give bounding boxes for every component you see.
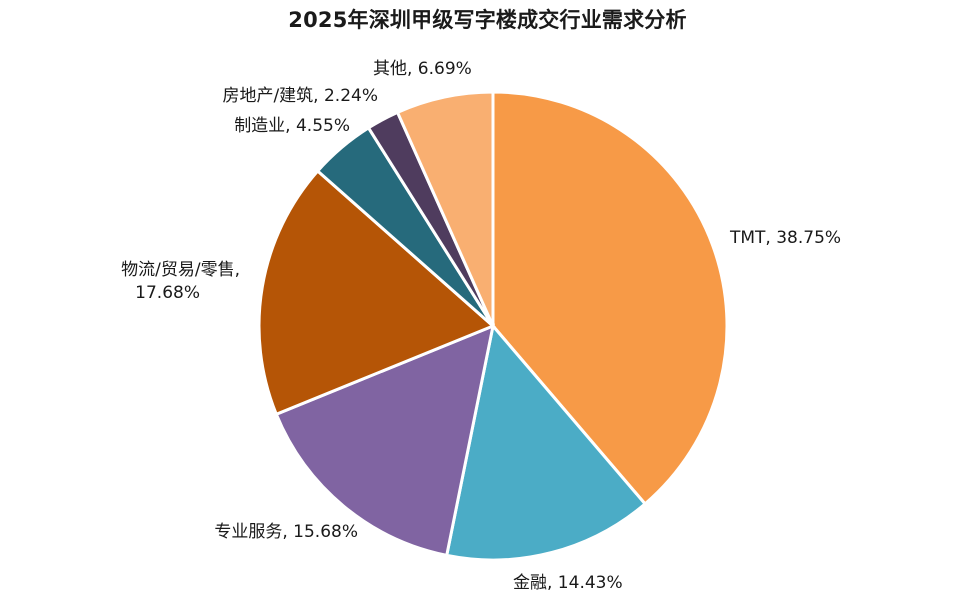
data-label-0: TMT, 38.75% [729, 228, 841, 248]
data-label-line: 17.68% [135, 283, 200, 303]
data-label-line: 其他, 6.69% [373, 59, 472, 79]
pie-slice-1 [444, 322, 648, 562]
data-label-line: 物流/贸易/零售, [121, 260, 240, 280]
data-label-3: 物流/贸易/零售, 17.68% [121, 260, 240, 303]
data-label-line: 房地产/建筑, 2.24% [222, 86, 378, 106]
chart-title: 2025年深圳甲级写字楼成交行业需求分析 [288, 8, 687, 32]
data-label-2: 专业服务, 15.68% [214, 522, 358, 542]
data-label-1: 金融, 14.43% [513, 573, 623, 593]
data-label-line: 专业服务, 15.68% [214, 522, 358, 542]
pie-slice-0 [491, 90, 729, 506]
data-label-line: TMT, 38.75% [729, 228, 841, 248]
data-label-line: 金融, 14.43% [513, 573, 623, 593]
pie-slice-6 [395, 90, 495, 327]
pie-slice-2 [274, 323, 496, 558]
data-label-5: 房地产/建筑, 2.24% [222, 86, 378, 106]
data-label-4: 制造业, 4.55% [234, 116, 350, 136]
pie-slice-3 [257, 168, 496, 417]
data-label-line: 制造业, 4.55% [234, 116, 350, 136]
data-label-6: 其他, 6.69% [373, 59, 472, 79]
